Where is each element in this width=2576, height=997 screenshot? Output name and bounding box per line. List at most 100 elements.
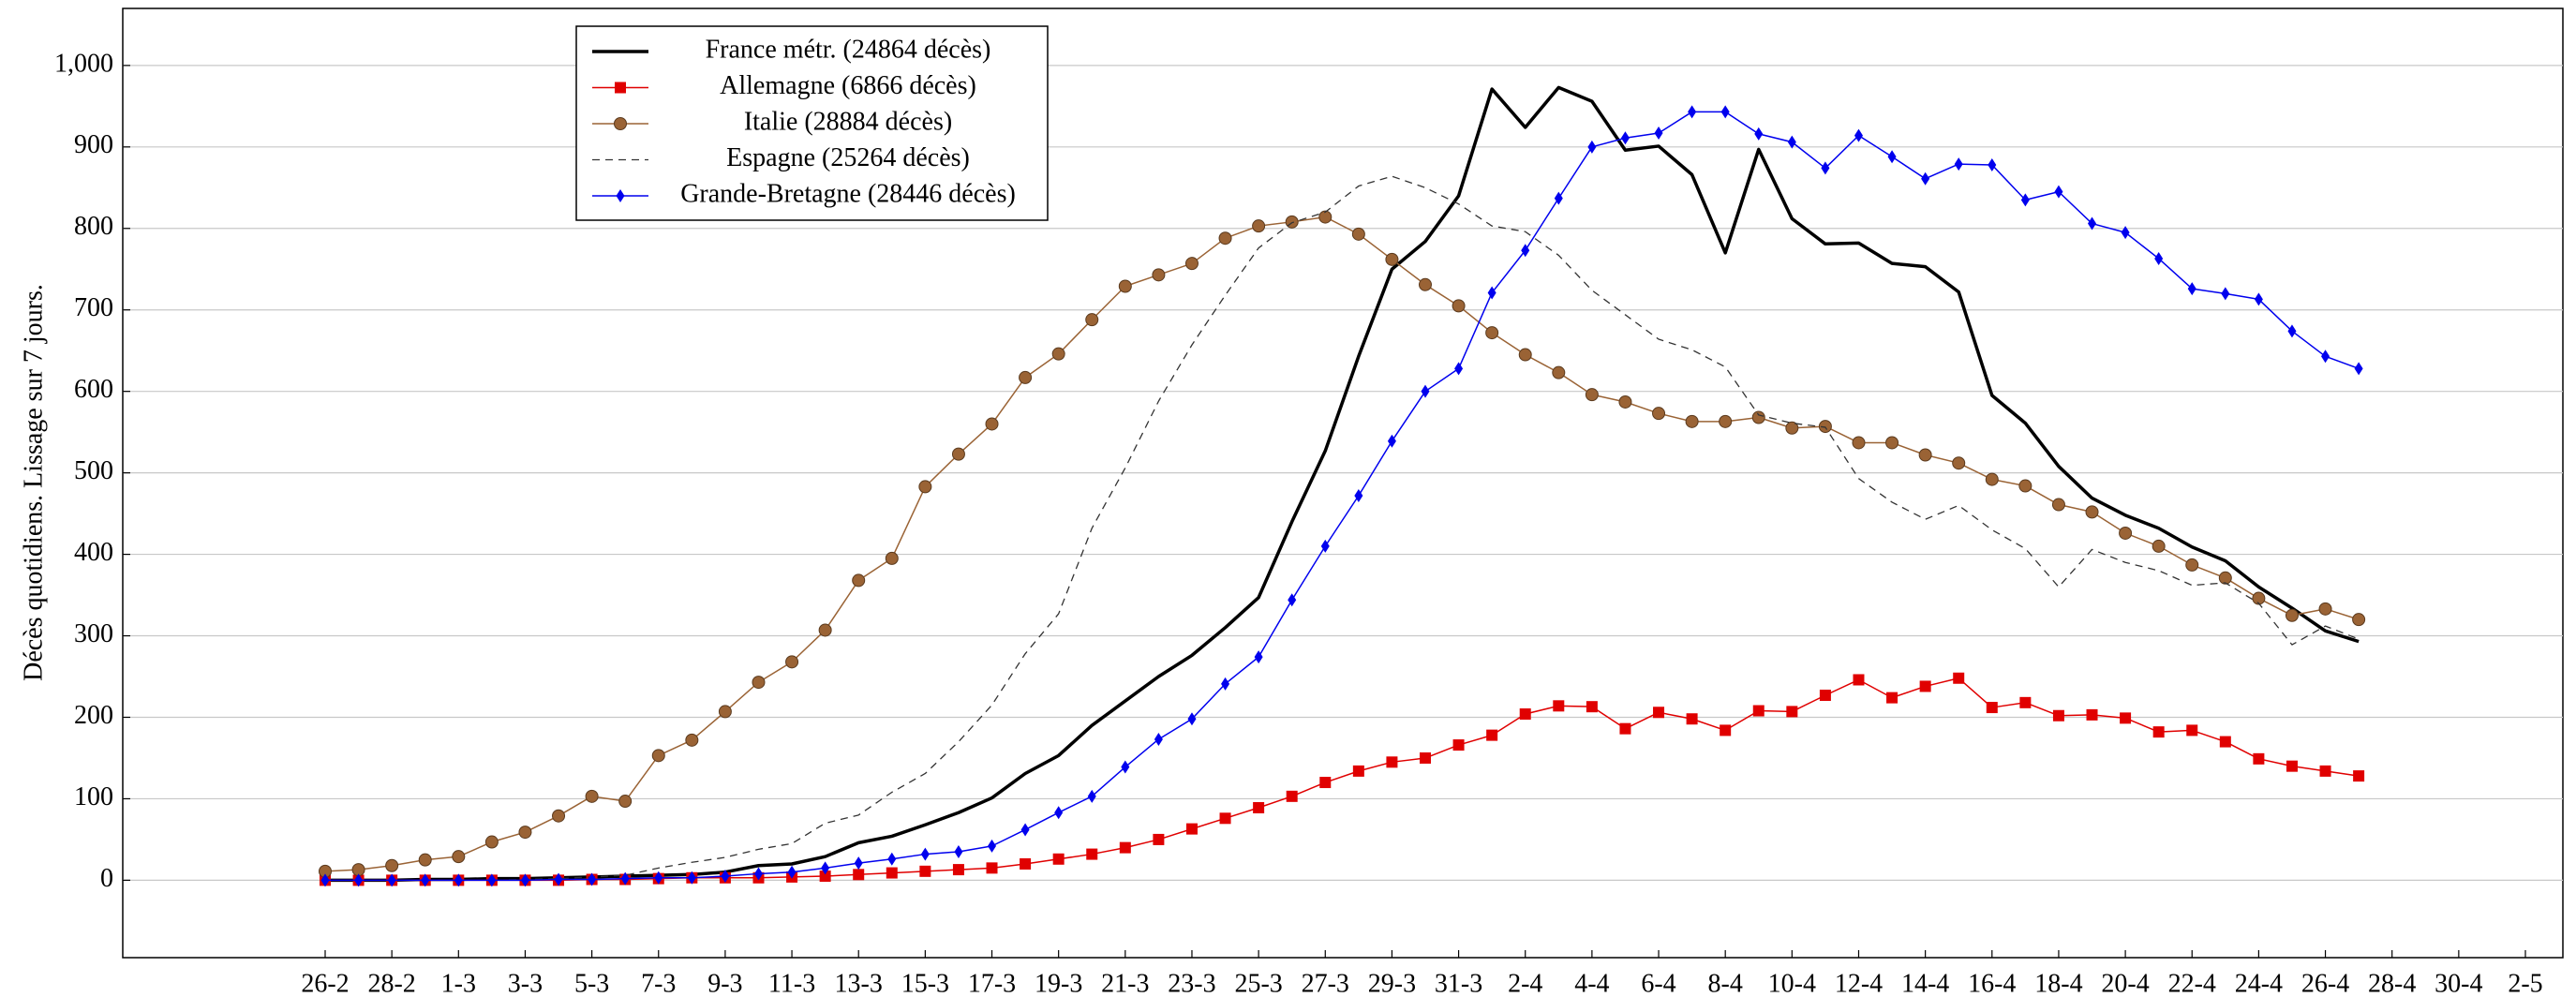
point	[554, 872, 563, 886]
point	[1521, 244, 1530, 258]
point	[1787, 135, 1796, 149]
series-line	[325, 677, 2360, 882]
point	[421, 873, 430, 887]
x-tick-label: 5-3	[574, 969, 609, 997]
x-tick-label: 17-3	[968, 969, 1016, 997]
point	[1688, 105, 1697, 119]
point	[1485, 326, 1499, 340]
point	[620, 871, 630, 885]
point	[951, 447, 965, 461]
point	[2187, 282, 2196, 296]
series-line	[325, 175, 2360, 882]
point	[1918, 448, 1932, 462]
x-tick-label: 10-4	[1768, 969, 1816, 997]
point	[2154, 251, 2164, 265]
point	[1720, 724, 1732, 737]
point	[1921, 171, 1930, 186]
series	[325, 175, 2360, 882]
legend-label: France métr. (24864 décès)	[706, 35, 991, 64]
point	[2254, 292, 2263, 306]
x-tick-label: 22-4	[2168, 969, 2216, 997]
lines	[319, 85, 2366, 887]
point	[687, 871, 696, 885]
point	[1819, 690, 1831, 702]
point	[1320, 539, 1330, 553]
x-tick-label: 6-4	[1641, 969, 1675, 997]
point	[785, 655, 799, 669]
point	[1154, 732, 1163, 746]
point	[1786, 706, 1798, 718]
point	[1487, 286, 1496, 300]
point	[1854, 128, 1863, 142]
point	[2121, 226, 2130, 240]
point	[651, 749, 665, 763]
point	[1985, 472, 1999, 486]
series-line	[324, 216, 2360, 872]
point	[2086, 708, 2098, 721]
point	[1988, 157, 1997, 171]
point	[552, 809, 566, 823]
point	[1219, 812, 1231, 825]
point	[354, 873, 364, 887]
point	[2352, 613, 2366, 627]
point	[2152, 539, 2166, 553]
point	[1253, 802, 1265, 814]
y-tick-label: 400	[74, 538, 113, 567]
point	[919, 865, 931, 877]
point	[1020, 823, 1030, 837]
point	[1652, 407, 1666, 421]
legend-box	[575, 25, 1049, 221]
point	[1454, 362, 1464, 376]
point	[1554, 191, 1563, 205]
point	[452, 850, 466, 864]
point	[853, 869, 865, 881]
point	[2221, 287, 2230, 301]
point	[1654, 126, 1663, 141]
point	[2152, 726, 2165, 738]
point	[2019, 696, 2032, 708]
y-tick-label: 700	[74, 293, 113, 322]
y-axis-label: Décès quotidiens. Lissage sur 7 jours.	[19, 284, 48, 681]
x-tick-label: 3-3	[508, 969, 543, 997]
y-tick-label: 300	[74, 619, 113, 648]
y-tick-label: 100	[74, 782, 113, 811]
point	[2318, 602, 2332, 616]
x-tick-label: 4-4	[1574, 969, 1609, 997]
point	[1618, 394, 1632, 409]
point	[588, 872, 597, 886]
point	[654, 871, 663, 885]
series	[319, 210, 2366, 878]
point	[1986, 702, 1998, 714]
point	[1286, 790, 1298, 802]
y-tick-label: 900	[74, 130, 113, 159]
point	[614, 117, 627, 130]
point	[2120, 712, 2132, 724]
point	[1386, 756, 1398, 768]
point	[1086, 848, 1098, 860]
point	[2185, 558, 2199, 572]
x-tick-label: 2-4	[1508, 969, 1542, 997]
point	[2085, 505, 2099, 519]
x-tick-label: 29-3	[1368, 969, 1416, 997]
point	[454, 873, 463, 887]
x-tick-label: 14-4	[1901, 969, 1949, 997]
point	[718, 705, 732, 719]
x-tick-label: 7-3	[641, 969, 676, 997]
x-tick-label: 28-4	[2368, 969, 2416, 997]
x-tick-label: 24-4	[2235, 969, 2283, 997]
x-tick-label: 25-3	[1234, 969, 1282, 997]
x-tick-label: 28-2	[367, 969, 415, 997]
point	[1486, 729, 1498, 741]
point	[520, 873, 529, 887]
point	[1853, 674, 1865, 686]
point	[887, 852, 897, 866]
point	[1420, 751, 1431, 764]
point	[1254, 650, 1263, 664]
point	[1886, 692, 1898, 704]
point	[954, 844, 963, 858]
point	[518, 826, 532, 840]
point	[2018, 479, 2033, 493]
x-tick-label: 16-4	[1968, 969, 2016, 997]
point	[1586, 701, 1598, 713]
